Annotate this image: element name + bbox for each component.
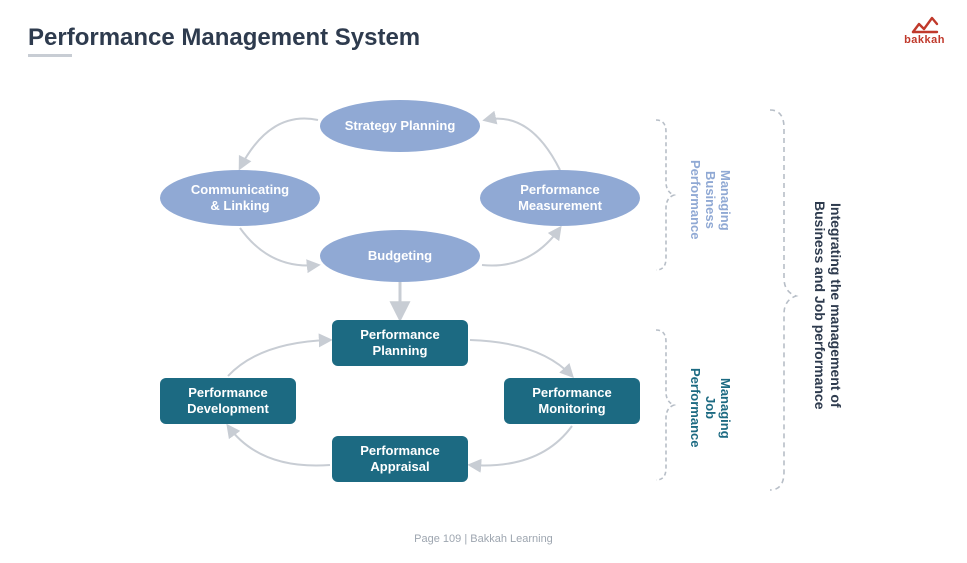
node-performance-planning: PerformancePlanning — [332, 320, 468, 366]
node-budgeting: Budgeting — [320, 230, 480, 282]
node-communicating-linking: Communicating& Linking — [160, 170, 320, 226]
node-performance-monitoring: PerformanceMonitoring — [504, 378, 640, 424]
page-footer: Page 109 | Bakkah Learning — [0, 533, 967, 545]
node-performance-development: PerformanceDevelopment — [160, 378, 296, 424]
label-integrating: Integrating the management ofBusiness an… — [812, 160, 844, 450]
title-underline — [28, 54, 72, 57]
node-performance-measurement: PerformanceMeasurement — [480, 170, 640, 226]
diagram-canvas: Strategy Planning Communicating& Linking… — [0, 80, 967, 500]
bakkah-icon — [910, 12, 940, 34]
brand-name: bakkah — [904, 34, 945, 46]
node-performance-appraisal: PerformanceAppraisal — [332, 436, 468, 482]
page-title: Performance Management System — [28, 24, 420, 52]
brand-logo: bakkah — [904, 12, 945, 46]
label-managing-job: ManagingJobPerformance — [688, 338, 733, 478]
label-managing-business: ManagingBusinessPerformance — [688, 130, 733, 270]
node-strategy-planning: Strategy Planning — [320, 100, 480, 152]
